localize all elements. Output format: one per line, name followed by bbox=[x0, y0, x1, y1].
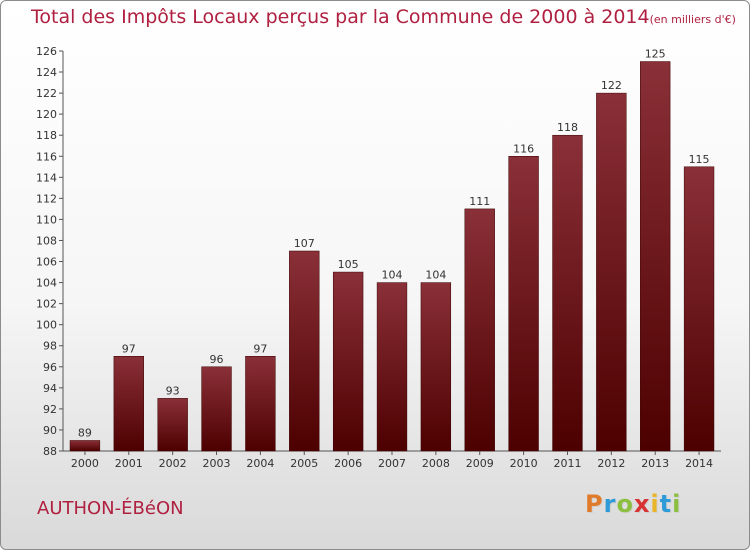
logo-letter: x bbox=[633, 490, 651, 518]
bar bbox=[640, 61, 671, 452]
bar bbox=[420, 282, 452, 452]
data-label: 89 bbox=[78, 426, 92, 439]
proxiti-logo: Proxiti bbox=[585, 490, 681, 518]
data-label: 97 bbox=[253, 342, 267, 355]
x-tick-label: 2010 bbox=[510, 457, 538, 470]
y-tick-label: 88 bbox=[43, 445, 57, 458]
data-label: 104 bbox=[382, 269, 403, 282]
bar bbox=[552, 134, 583, 452]
bar bbox=[69, 440, 101, 452]
bar bbox=[464, 208, 495, 452]
logo-letter: o bbox=[616, 490, 634, 518]
logo-letter: i bbox=[672, 490, 682, 518]
commune-name: AUTHON-ÉBéON bbox=[37, 498, 184, 519]
bar bbox=[596, 92, 627, 452]
y-tick-label: 108 bbox=[36, 234, 57, 247]
chart-title-unit: (en milliers d'€) bbox=[649, 13, 736, 26]
bar bbox=[157, 398, 188, 452]
y-tick-label: 102 bbox=[36, 298, 57, 311]
data-label: 122 bbox=[601, 79, 622, 92]
bar bbox=[376, 282, 408, 452]
bar bbox=[289, 250, 320, 452]
y-tick-label: 126 bbox=[36, 45, 57, 58]
bar bbox=[201, 366, 232, 452]
data-label: 105 bbox=[338, 258, 359, 271]
y-tick-label: 98 bbox=[43, 340, 57, 353]
logo-letter: P bbox=[585, 490, 604, 518]
data-label: 104 bbox=[425, 269, 446, 282]
data-label: 125 bbox=[645, 48, 666, 61]
y-tick-label: 92 bbox=[43, 403, 57, 416]
data-label: 93 bbox=[166, 384, 180, 397]
data-label: 115 bbox=[689, 153, 710, 166]
x-tick-label: 2003 bbox=[203, 457, 231, 470]
bar bbox=[113, 356, 144, 452]
x-tick-label: 2001 bbox=[115, 457, 143, 470]
x-tick-label: 2009 bbox=[466, 457, 494, 470]
x-tick-label: 2002 bbox=[159, 457, 187, 470]
y-tick-label: 96 bbox=[43, 361, 57, 374]
data-label: 96 bbox=[210, 353, 224, 366]
x-tick-label: 2008 bbox=[422, 457, 450, 470]
chart-title-main: Total des Impôts Locaux perçus par la Co… bbox=[31, 6, 650, 28]
x-tick-label: 2006 bbox=[334, 457, 362, 470]
logo-letter: r bbox=[603, 490, 617, 518]
y-tick-label: 110 bbox=[36, 213, 57, 226]
y-tick-label: 112 bbox=[36, 192, 57, 205]
logo-letter: t bbox=[659, 490, 673, 518]
y-tick-label: 90 bbox=[43, 424, 57, 437]
data-label: 116 bbox=[513, 142, 534, 155]
data-label: 97 bbox=[122, 342, 136, 355]
y-tick-label: 116 bbox=[36, 150, 57, 163]
x-tick-label: 2012 bbox=[597, 457, 625, 470]
x-tick-label: 2005 bbox=[290, 457, 318, 470]
x-tick-label: 2011 bbox=[553, 457, 581, 470]
y-tick-label: 106 bbox=[36, 256, 57, 269]
bar bbox=[245, 356, 276, 452]
data-label: 111 bbox=[469, 195, 490, 208]
y-tick-label: 100 bbox=[36, 319, 57, 332]
y-tick-label: 124 bbox=[36, 66, 57, 79]
y-tick-label: 118 bbox=[36, 129, 57, 142]
data-label: 107 bbox=[294, 237, 315, 250]
bar bbox=[332, 271, 364, 452]
chart-title: Total des Impôts Locaux perçus par la Co… bbox=[31, 6, 736, 28]
data-label: 118 bbox=[557, 121, 578, 134]
bar bbox=[508, 156, 539, 452]
x-tick-label: 2007 bbox=[378, 457, 406, 470]
y-tick-label: 104 bbox=[36, 277, 57, 290]
x-tick-label: 2004 bbox=[246, 457, 274, 470]
x-tick-label: 2013 bbox=[641, 457, 669, 470]
y-tick-label: 114 bbox=[36, 171, 57, 184]
y-tick-label: 122 bbox=[36, 87, 57, 100]
bar bbox=[683, 166, 715, 452]
x-tick-label: 2014 bbox=[685, 457, 713, 470]
y-tick-label: 120 bbox=[36, 108, 57, 121]
x-tick-label: 2000 bbox=[71, 457, 99, 470]
logo-letter: i bbox=[650, 490, 660, 518]
y-tick-label: 94 bbox=[43, 382, 57, 395]
